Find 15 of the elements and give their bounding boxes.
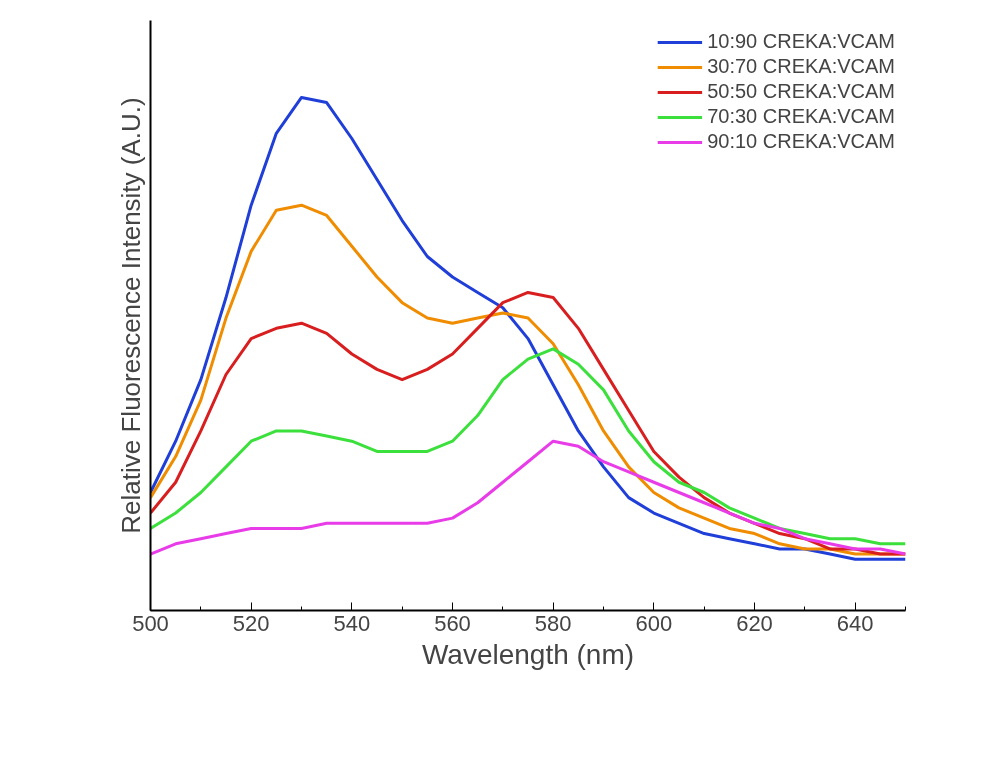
legend-label: 50:50 CREKA:VCAM (707, 80, 895, 103)
y-axis-title: Relative Fluorescence Intensity (A.U.) (115, 97, 146, 534)
x-tick-label: 580 (534, 610, 572, 636)
x-tick-label: 600 (635, 610, 673, 636)
x-tick-label: 560 (434, 610, 471, 636)
x-axis-title: Wavelength (nm) (421, 638, 635, 670)
x-tick-label: 520 (232, 610, 270, 636)
legend-label: 70:30 CREKA:VCAM (707, 105, 895, 128)
legend-label: 90:10 CREKA:VCAM (707, 130, 895, 153)
x-tick-label: 500 (132, 610, 169, 636)
legend-label: 30:70 CREKA:VCAM (707, 55, 895, 78)
x-tick-label: 540 (333, 610, 371, 636)
legend-label: 10:90 CREKA:VCAM (707, 30, 895, 53)
x-tick-label: 620 (736, 610, 773, 636)
x-tick-label: 640 (836, 610, 874, 636)
